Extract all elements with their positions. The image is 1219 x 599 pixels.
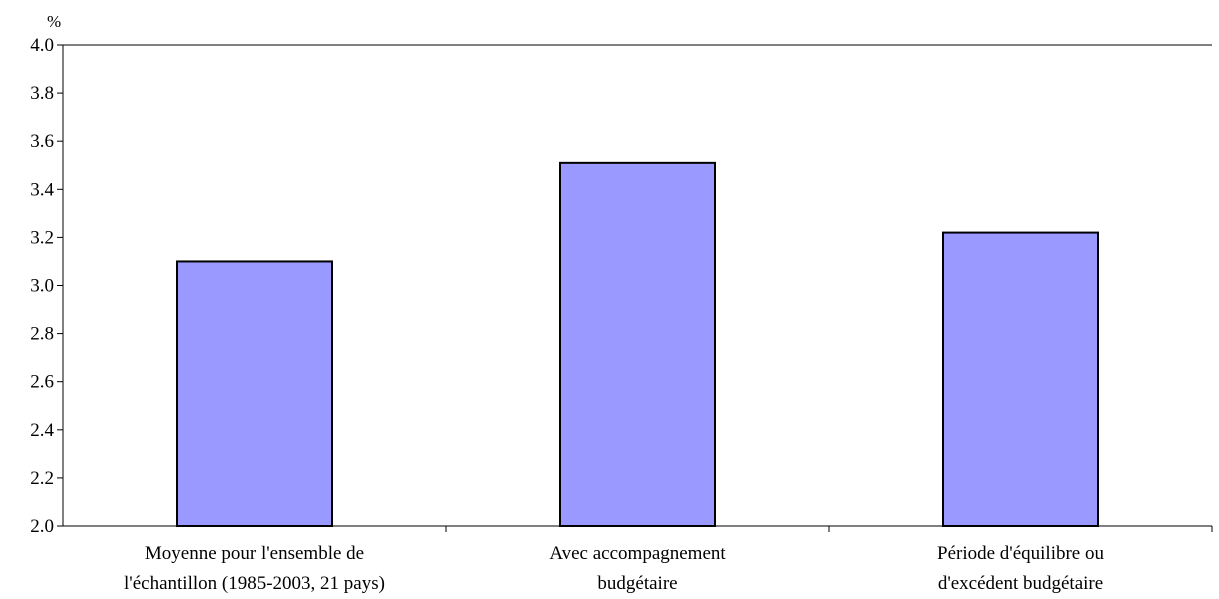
- y-tick-label: 3.0: [30, 276, 54, 297]
- x-category-label: Période d'équilibre ou d'excédent budgéta…: [937, 543, 1104, 594]
- y-tick-label: 2.2: [30, 468, 54, 489]
- x-category-label-line: l'échantillon (1985-2003, 21 pays): [124, 573, 385, 594]
- x-category-label: Avec accompagnement budgétaire: [549, 543, 726, 594]
- x-category-label-line: Moyenne pour l'ensemble de: [145, 543, 364, 564]
- y-tick-label: 3.6: [30, 131, 54, 152]
- y-tick-label: 2.6: [30, 372, 54, 393]
- y-tick-label: 2.8: [30, 324, 54, 345]
- x-category-label-line: Avec accompagnement: [549, 543, 726, 564]
- bars: [176, 161, 1099, 527]
- y-axis-unit-label: %: [47, 12, 61, 31]
- x-category-label-line: Période d'équilibre ou: [937, 543, 1104, 564]
- bar: [176, 260, 333, 527]
- bar: [942, 231, 1099, 527]
- x-axis-categories: Moyenne pour l'ensemble de l'échantillon …: [124, 526, 1213, 594]
- y-tick-label: 4.0: [30, 35, 54, 56]
- x-category-label: Moyenne pour l'ensemble de l'échantillon …: [124, 543, 385, 594]
- y-tick-label: 2.4: [30, 420, 54, 441]
- y-tick-label: 2.0: [30, 516, 54, 537]
- y-tick-label: 3.4: [30, 179, 54, 200]
- y-axis-ticks: 2.0 2.2 2.4 2.6 2.8 3.0 3.2 3.4 3.6 3.8 4.0: [30, 35, 63, 537]
- bar: [559, 161, 716, 527]
- x-category-label-line: budgétaire: [597, 573, 677, 594]
- y-tick-label: 3.2: [30, 227, 54, 248]
- x-category-label-line: d'excédent budgétaire: [938, 573, 1103, 594]
- y-tick-label: 3.8: [30, 83, 54, 104]
